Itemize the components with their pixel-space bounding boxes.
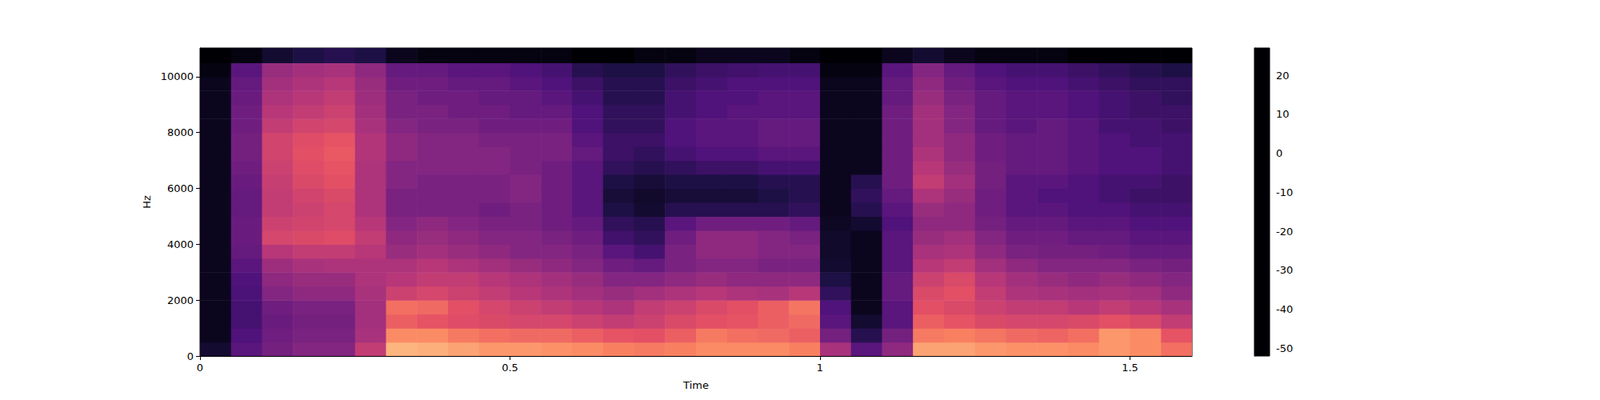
svg-text:-30: -30 xyxy=(1276,264,1293,276)
svg-text:0.5: 0.5 xyxy=(501,361,519,374)
svg-text:6000: 6000 xyxy=(167,182,194,195)
svg-text:Hz: Hz xyxy=(140,195,153,209)
svg-text:1: 1 xyxy=(816,361,824,374)
svg-text:-10: -10 xyxy=(1276,186,1293,199)
svg-text:Time: Time xyxy=(682,379,709,392)
svg-text:10: 10 xyxy=(1276,108,1290,120)
svg-text:-40: -40 xyxy=(1276,303,1293,316)
svg-text:8000: 8000 xyxy=(167,126,194,139)
svg-text:4000: 4000 xyxy=(167,238,194,251)
svg-text:0: 0 xyxy=(1276,147,1283,160)
svg-text:-20: -20 xyxy=(1276,225,1293,238)
svg-text:20: 20 xyxy=(1276,69,1290,82)
svg-text:0: 0 xyxy=(187,350,194,363)
svg-text:1.5: 1.5 xyxy=(1121,361,1139,374)
svg-text:10000: 10000 xyxy=(160,70,194,83)
svg-text:-50: -50 xyxy=(1276,342,1293,355)
svg-text:0: 0 xyxy=(196,361,204,374)
svg-text:2000: 2000 xyxy=(167,294,194,307)
